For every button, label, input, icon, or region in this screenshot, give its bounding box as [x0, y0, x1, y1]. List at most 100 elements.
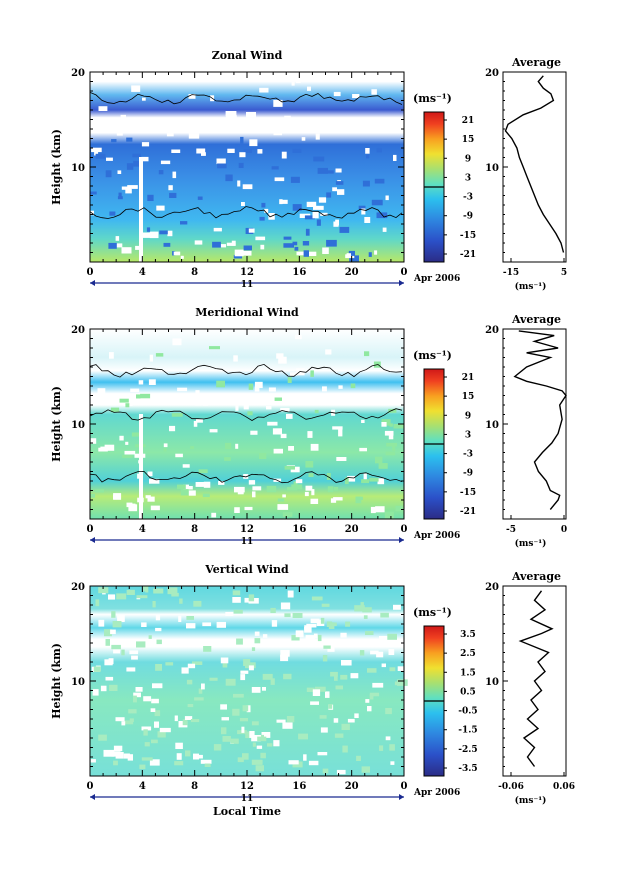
- colorbar-tick-label: 9: [465, 154, 471, 164]
- speckle-cell: [158, 170, 164, 175]
- speckle-cell: [375, 506, 385, 513]
- speckle-cell: [123, 753, 130, 759]
- speckle-cell: [287, 377, 292, 383]
- speckle-cell: [313, 156, 325, 162]
- speckle-cell: [130, 388, 140, 393]
- speckle-cell: [219, 123, 230, 130]
- speckle-cell: [151, 698, 159, 704]
- speckle-cell: [105, 676, 114, 681]
- speckle-cell: [335, 219, 339, 226]
- speckle-cell: [221, 727, 227, 735]
- speckle-cell: [388, 408, 397, 413]
- colorbar-tick-label: -2.5: [458, 745, 477, 755]
- speckle-cell: [149, 354, 153, 362]
- speckle-cell: [239, 718, 248, 722]
- speckle-cell: [240, 136, 244, 144]
- speckle-cell: [392, 444, 396, 452]
- speckle-cell: [147, 471, 153, 477]
- x-tick-label: 8: [191, 781, 198, 792]
- speckle-cell: [341, 660, 352, 666]
- speckle-cell: [242, 753, 249, 760]
- date-axis-arrow-left: [90, 537, 95, 543]
- speckle-cell: [244, 506, 253, 511]
- speckle-cell: [389, 423, 393, 427]
- speckle-cell: [232, 590, 241, 596]
- speckle-cell: [108, 594, 116, 600]
- speckle-cell: [270, 607, 276, 613]
- colorbar-tick-label: 9: [465, 411, 471, 421]
- speckle-cell: [342, 745, 348, 753]
- speckle-cell: [273, 129, 282, 136]
- speckle-cell: [175, 453, 183, 458]
- speckle-cell: [379, 745, 384, 751]
- speckle-cell: [186, 623, 196, 629]
- speckle-cell: [171, 592, 179, 597]
- speckle-cell: [201, 683, 205, 690]
- speckle-cell: [98, 587, 109, 594]
- speckle-cell: [136, 595, 148, 599]
- speckle-cell: [283, 673, 292, 680]
- speckle-cell: [127, 754, 133, 761]
- speckle-cell: [389, 744, 395, 751]
- speckle-cell: [259, 453, 267, 459]
- speckle-cell: [276, 353, 284, 359]
- speckle-cell: [273, 99, 283, 107]
- speckle-cell: [216, 380, 225, 388]
- speckle-cell: [313, 205, 324, 210]
- speckle-cell: [355, 496, 362, 504]
- speckle-cell: [217, 163, 227, 169]
- speckle-cell: [378, 463, 388, 469]
- panel-2: Meridional Wind 0 4 8 12 16 20 0 20 10 Height (km)…: [50, 306, 567, 549]
- x-tick-label: 16: [292, 524, 306, 535]
- speckle-cell: [375, 456, 383, 464]
- speckle-cell: [305, 461, 314, 468]
- speckle-cell: [133, 692, 141, 698]
- speckle-cell: [310, 618, 320, 624]
- x-tick-label: 0: [401, 524, 408, 535]
- speckle-cell: [147, 194, 154, 201]
- speckle-cell: [379, 636, 388, 643]
- speckle-cell: [366, 154, 370, 159]
- speckle-cell: [372, 682, 384, 688]
- speckle-cell: [295, 479, 303, 484]
- speckle-cell: [139, 764, 146, 770]
- speckle-cell: [169, 425, 176, 432]
- speckle-cell: [225, 612, 234, 616]
- speckle-cell: [108, 658, 114, 665]
- speckle-cell: [218, 244, 226, 248]
- speckle-cell: [242, 705, 249, 712]
- speckle-cell: [326, 621, 333, 627]
- profile-y-tick-label: 20: [485, 68, 499, 79]
- speckle-cell: [141, 156, 149, 162]
- speckle-cell: [203, 401, 208, 406]
- y-axis-label: Height (km): [50, 386, 63, 462]
- speckle-cell: [149, 478, 160, 484]
- speckle-cell: [172, 338, 182, 346]
- speckle-cell: [389, 667, 396, 672]
- speckle-cell: [335, 181, 344, 185]
- speckle-cell: [133, 160, 142, 167]
- speckle-cell: [335, 685, 343, 690]
- speckle-cell: [90, 191, 97, 195]
- speckle-cell: [104, 629, 112, 637]
- profile-y-tick-label: 10: [485, 163, 499, 174]
- profile-title: Average: [511, 313, 561, 326]
- speckle-cell: [146, 227, 151, 232]
- speckle-cell: [328, 704, 333, 709]
- speckle-cell: [209, 429, 218, 433]
- profile-line: [504, 75, 565, 253]
- speckle-cell: [288, 446, 294, 451]
- speckle-cell: [301, 137, 306, 141]
- speckle-cell: [364, 217, 371, 223]
- contour-line: [89, 363, 403, 378]
- x-tick-label: 20: [345, 524, 359, 535]
- speckle-cell: [277, 498, 285, 502]
- speckle-cell: [360, 602, 364, 608]
- speckle-cell: [90, 759, 96, 763]
- panel-1: Zonal Wind 0 4 8 12 16 20 0 20 10 Height (km) 11 Apr…: [50, 49, 567, 292]
- speckle-cell: [282, 722, 293, 729]
- speckle-cell: [194, 399, 202, 406]
- speckle-cell: [350, 673, 359, 679]
- speckle-cell: [109, 211, 116, 216]
- speckle-cell: [143, 586, 147, 592]
